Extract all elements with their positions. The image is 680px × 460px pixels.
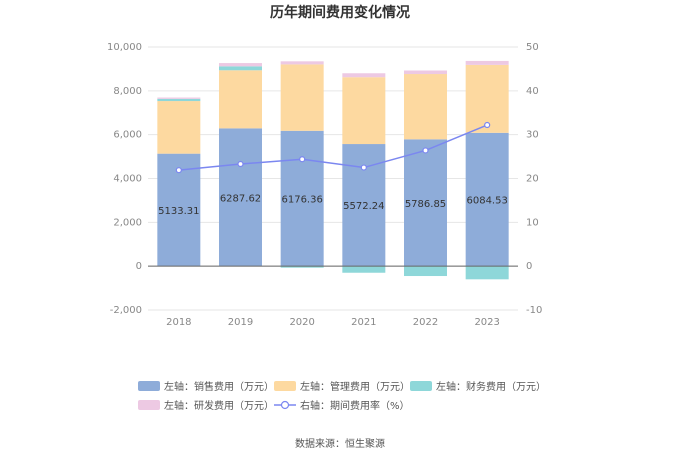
y-left-tick-label: 2,000 [113, 217, 142, 228]
bar-segment-1 [280, 130, 324, 267]
bar-segment-3 [404, 266, 447, 277]
bar-segment-4 [157, 97, 201, 99]
bar-segment-3 [157, 98, 201, 102]
bar-value-label: 5786.85 [405, 199, 446, 210]
bar-segment-2 [219, 70, 262, 129]
y-right-tick-label: -10 [526, 305, 542, 316]
legend-swatch [274, 381, 296, 391]
bar-segment-4 [280, 61, 324, 65]
expense-rate-point [299, 156, 306, 163]
bar-segment-1 [404, 139, 447, 267]
legend-label: 左轴：财务费用（万元） [436, 380, 546, 393]
y-right-tick-label: 30 [526, 130, 539, 141]
legend-swatch [138, 400, 160, 410]
x-tick-label: 2021 [351, 317, 376, 328]
bar-value-label: 6176.36 [281, 194, 322, 205]
bar-segment-4 [465, 60, 509, 65]
bar-segment-4 [404, 70, 447, 75]
y-right-tick-label: 20 [526, 174, 539, 185]
bar-segment-3 [342, 266, 386, 273]
legend-swatch [410, 381, 432, 391]
y-left-tick-label: 0 [136, 261, 142, 272]
y-left-tick-label: -2,000 [110, 305, 142, 316]
legend-swatch [138, 381, 160, 391]
data-source: 数据来源：恒生聚源 [295, 437, 385, 450]
bar-segment-1 [465, 132, 509, 267]
x-tick-label: 2018 [166, 317, 191, 328]
bar-segment-4 [342, 73, 386, 78]
legend-label: 左轴：研发费用（万元） [164, 399, 274, 412]
bar-segment-3 [465, 266, 509, 280]
y-right-tick-label: 10 [526, 217, 539, 228]
bar-segment-2 [404, 74, 447, 140]
x-tick-label: 2019 [228, 317, 253, 328]
y-right-tick-label: 40 [526, 86, 539, 97]
expense-rate-line [178, 124, 488, 171]
y-left-tick-label: 10,000 [107, 42, 142, 53]
expense-rate-point [175, 167, 182, 174]
x-tick-label: 2023 [474, 317, 499, 328]
legend-label: 左轴：管理费用（万元） [300, 380, 410, 393]
y-right-tick-label: 50 [526, 42, 539, 53]
legend-line-marker [280, 400, 290, 410]
x-tick-label: 2020 [289, 317, 314, 328]
bar-segment-2 [157, 101, 201, 154]
bar-value-label: 6287.62 [220, 193, 261, 204]
bar-segment-1 [219, 128, 262, 267]
x-tick-label: 2022 [413, 317, 438, 328]
expense-rate-point [484, 121, 491, 129]
bar-segment-2 [280, 64, 324, 131]
legend-label: 右轴：期间费用率（%） [300, 399, 410, 412]
legend-label: 左轴：销售费用（万元） [164, 380, 274, 393]
bar-segment-1 [342, 144, 386, 267]
bar-segment-4 [219, 63, 262, 67]
bar-value-label: 6084.53 [466, 195, 507, 206]
bar-segment-2 [465, 64, 509, 133]
bar-value-label: 5133.31 [158, 206, 199, 217]
bar-segment-3 [219, 66, 262, 71]
expense-rate-point [237, 160, 244, 168]
expense-rate-point [422, 147, 429, 154]
bar-value-label: 5572.24 [343, 201, 384, 212]
y-left-tick-label: 4,000 [113, 174, 142, 185]
expense-rate-point [360, 164, 367, 171]
chart-title: 历年期间费用变化情况 [270, 4, 410, 21]
bar-segment-3 [280, 266, 324, 268]
bar-segment-2 [342, 77, 386, 145]
y-left-tick-label: 6,000 [113, 130, 142, 141]
y-right-tick-label: 0 [526, 261, 532, 272]
y-left-tick-label: 8,000 [113, 86, 142, 97]
